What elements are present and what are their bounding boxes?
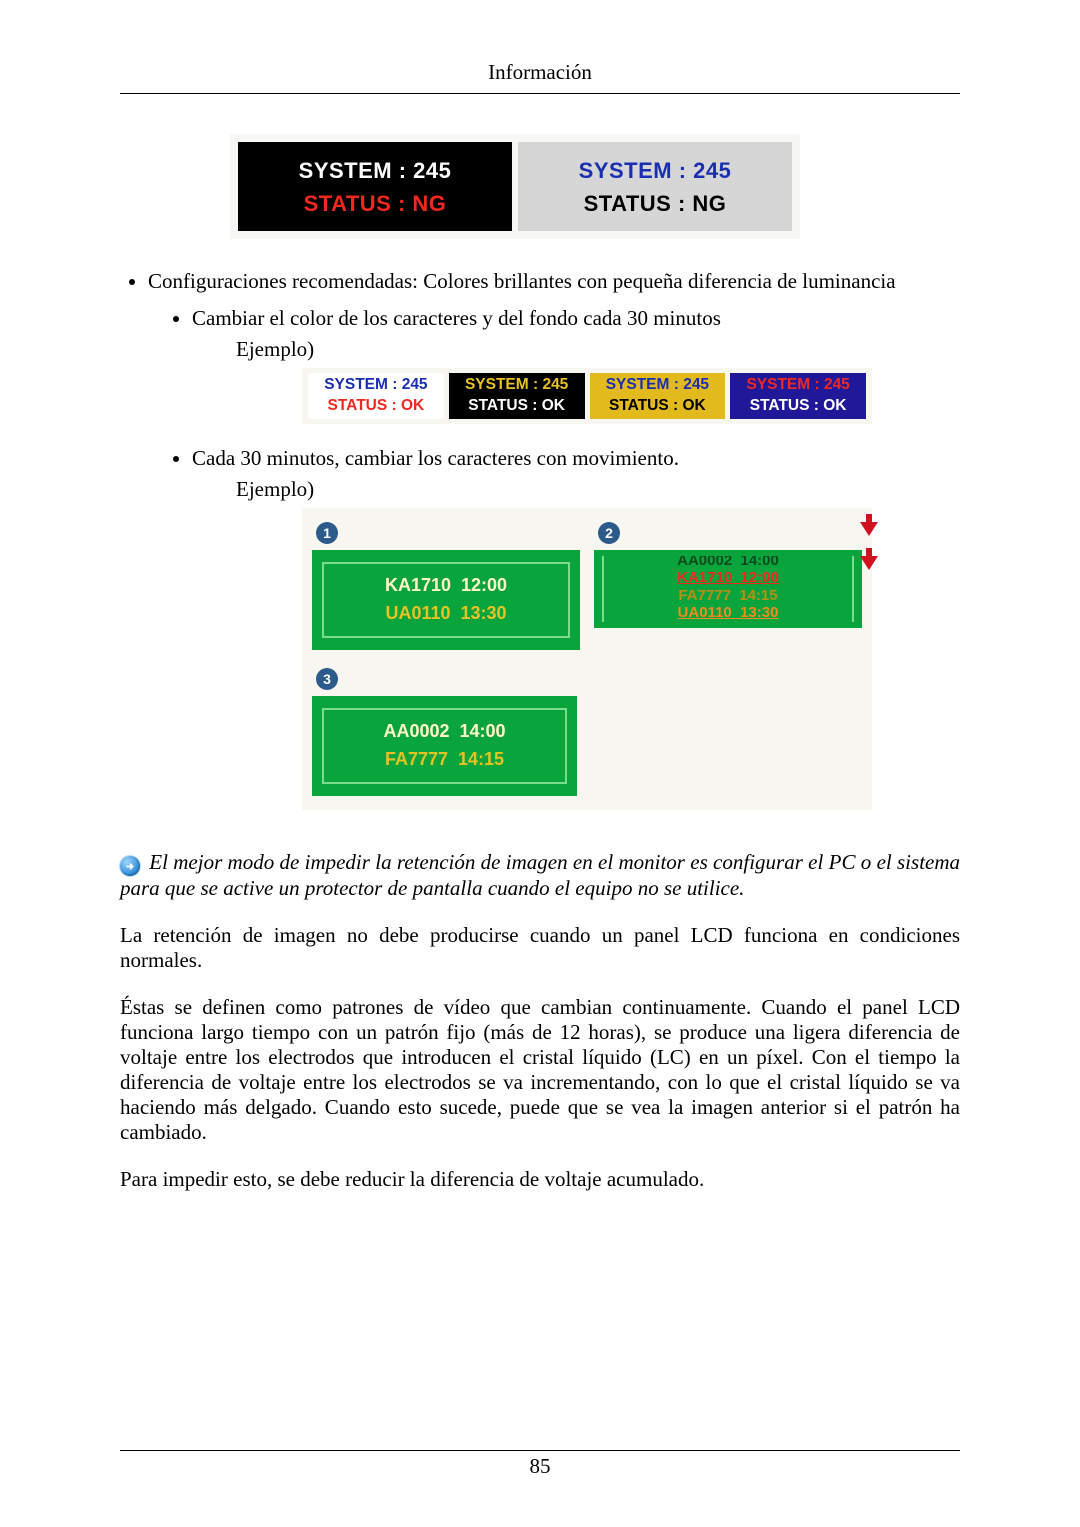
- footer-rule: [120, 1450, 960, 1451]
- figure-1-right-panel: SYSTEM : 245 STATUS : NG: [518, 142, 792, 231]
- figure-1-box: SYSTEM : 245 STATUS : NG SYSTEM : 245 ST…: [230, 134, 800, 239]
- inner-frame: KA1710 12:00 UA0110 13:30: [322, 562, 570, 638]
- scroll-arrows: [860, 522, 878, 570]
- bullet-text: Cambiar el color de los caracteres y del…: [192, 306, 721, 330]
- status-line: STATUS : OK: [328, 396, 425, 417]
- inner-frame: AA0002 14:00 FA7777 14:15: [322, 708, 567, 784]
- flight-line-cut: AA0002 14:00: [610, 556, 846, 569]
- status-line: STATUS : OK: [609, 396, 706, 417]
- paragraph: La retención de imagen no debe producirs…: [120, 923, 960, 973]
- figure-3-col-2: 2 AA0002 14:00 KA1710 12:00 FA7777 14:15…: [594, 518, 862, 650]
- header-rule: [120, 93, 960, 94]
- green-panel-3: AA0002 14:00 FA7777 14:15: [312, 696, 577, 796]
- figure-3-top-row: 1 KA1710 12:00 UA0110 13:30: [312, 518, 862, 650]
- scroll-inner: AA0002 14:00 KA1710 12:00 FA7777 14:15 U…: [602, 556, 854, 622]
- figure-2-panel-4: SYSTEM : 245 STATUS : OK: [730, 373, 866, 419]
- arrow-down-icon: [860, 556, 878, 570]
- system-line: SYSTEM : 245: [299, 154, 452, 187]
- flight-line: FA7777 14:15: [610, 587, 846, 604]
- system-line: SYSTEM : 245: [606, 375, 709, 396]
- example-label: Ejemplo): [236, 477, 960, 502]
- step-badge-3: 3: [316, 668, 338, 690]
- bullet-text: Cada 30 minutos, cambiar los caracteres …: [192, 446, 679, 470]
- figure-2-panel-2: SYSTEM : 245 STATUS : OK: [449, 373, 585, 419]
- figure-color-rotation: SYSTEM : 245 STATUS : OK SYSTEM : 245 ST…: [302, 368, 960, 424]
- step-badge-2: 2: [598, 522, 620, 544]
- system-line: SYSTEM : 245: [579, 154, 732, 187]
- note-line-1: El mejor modo de impedir la retención de…: [149, 850, 871, 874]
- figure-2-box: SYSTEM : 245 STATUS : OK SYSTEM : 245 ST…: [302, 368, 872, 424]
- list-item: Cada 30 minutos, cambiar los caracteres …: [192, 446, 960, 810]
- status-line: STATUS : OK: [468, 396, 565, 417]
- status-line: STATUS : OK: [750, 396, 847, 417]
- figure-2-panel-1: SYSTEM : 245 STATUS : OK: [308, 373, 444, 419]
- figure-movement-example: 1 KA1710 12:00 UA0110 13:30: [302, 508, 960, 810]
- paragraph: Para impedir esto, se debe reducir la di…: [120, 1167, 960, 1192]
- example-label: Ejemplo): [236, 337, 960, 362]
- green-panel-2-scrolling: AA0002 14:00 KA1710 12:00 FA7777 14:15 U…: [594, 550, 862, 628]
- note-block: El mejor modo de impedir la retención de…: [120, 850, 960, 902]
- paragraph: Éstas se definen como patrones de vídeo …: [120, 995, 960, 1145]
- figure-3-box: 1 KA1710 12:00 UA0110 13:30: [302, 508, 872, 810]
- figure-1-left-panel: SYSTEM : 245 STATUS : NG: [238, 142, 512, 231]
- arrow-down-icon: [860, 522, 878, 536]
- green-panel-1: KA1710 12:00 UA0110 13:30: [312, 550, 580, 650]
- outer-list: Configuraciones recomendadas: Colores br…: [148, 269, 960, 810]
- list-item: Configuraciones recomendadas: Colores br…: [148, 269, 960, 810]
- inner-list: Cambiar el color de los caracteres y del…: [192, 306, 960, 810]
- bullet-text: Configuraciones recomendadas: Colores br…: [148, 269, 896, 293]
- flight-line: KA1710 12:00: [610, 569, 846, 586]
- page-header: Información: [120, 60, 960, 85]
- list-item: Cambiar el color de los caracteres y del…: [192, 306, 960, 424]
- flight-line: AA0002 14:00: [334, 718, 555, 746]
- note-arrow-icon: [120, 856, 140, 876]
- flight-line-cut: UA0110 13:30: [610, 604, 846, 621]
- system-line: SYSTEM : 245: [324, 375, 427, 396]
- flight-line: FA7777 14:15: [334, 746, 555, 774]
- figure-contrast-example: SYSTEM : 245 STATUS : NG SYSTEM : 245 ST…: [230, 134, 960, 239]
- flight-line: KA1710 12:00: [334, 572, 558, 600]
- page-container: Información SYSTEM : 245 STATUS : NG SYS…: [0, 0, 1080, 1254]
- status-line: STATUS : NG: [304, 187, 447, 220]
- step-badge-1: 1: [316, 522, 338, 544]
- status-line: STATUS : NG: [584, 187, 727, 220]
- page-number: 85: [0, 1454, 1080, 1479]
- figure-3-bottom-row: 3 AA0002 14:00 FA7777 14:15: [312, 664, 862, 796]
- flight-line: UA0110 13:30: [334, 600, 558, 628]
- system-line: SYSTEM : 245: [746, 375, 849, 396]
- figure-3-col-1: 1 KA1710 12:00 UA0110 13:30: [312, 518, 580, 650]
- system-line: SYSTEM : 245: [465, 375, 568, 396]
- figure-2-panel-3: SYSTEM : 245 STATUS : OK: [590, 373, 726, 419]
